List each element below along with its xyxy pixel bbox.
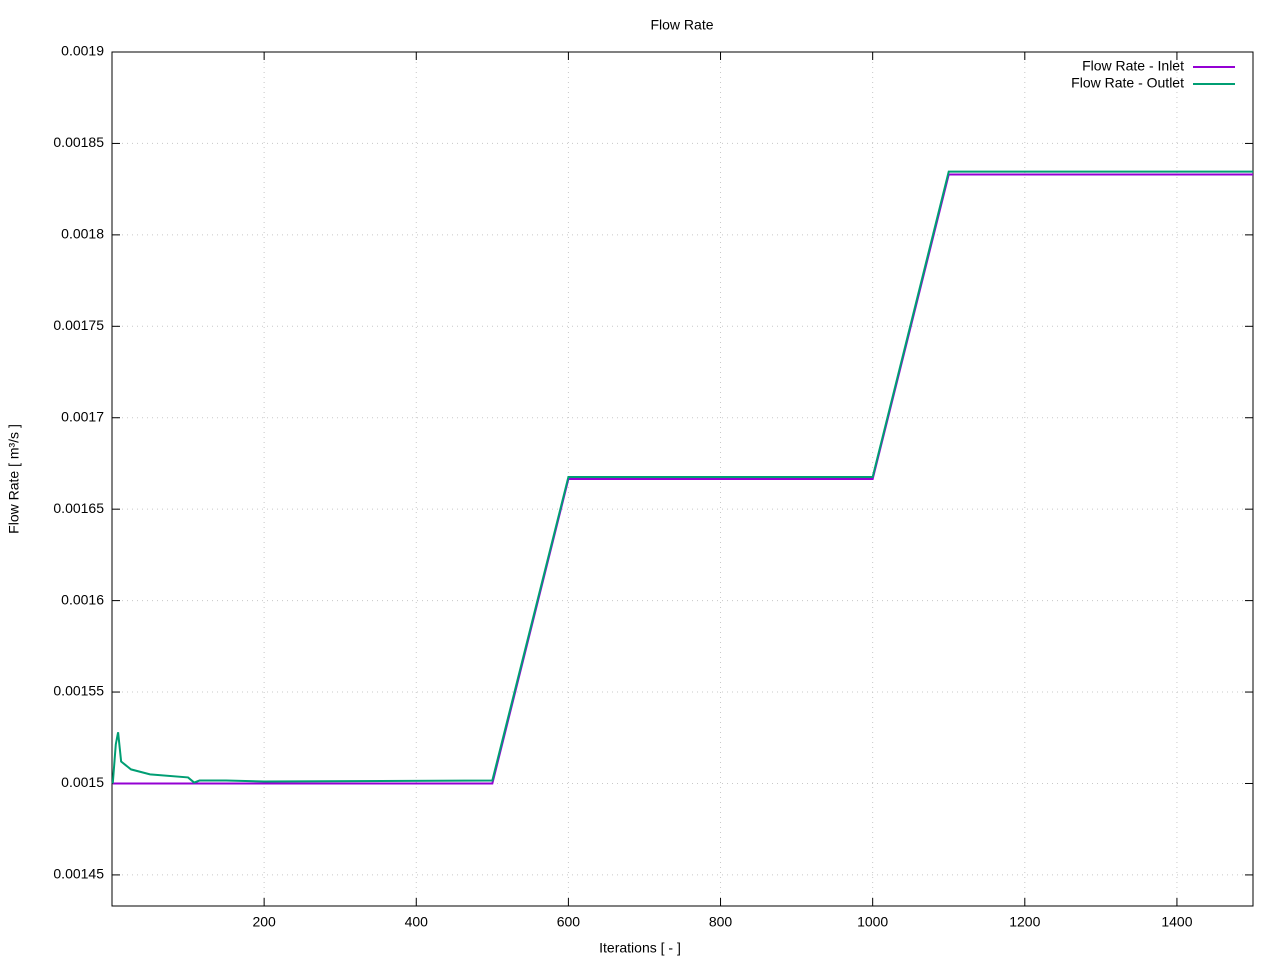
y-tick-label: 0.00155: [53, 683, 104, 699]
x-axis-label: Iterations [ - ]: [599, 940, 681, 956]
x-tick-label: 600: [557, 914, 581, 930]
y-tick-label: 0.0018: [61, 226, 104, 242]
x-tick-label: 1400: [1161, 914, 1192, 930]
chart-title: Flow Rate: [650, 17, 713, 33]
y-tick-label: 0.00185: [53, 134, 104, 150]
data-line: [112, 173, 1253, 785]
legend-label: Flow Rate - Outlet: [1071, 75, 1184, 91]
x-tick-label: 800: [709, 914, 733, 930]
y-tick-label: 0.00145: [53, 866, 104, 882]
plot-frame: [111, 51, 1254, 907]
legend-label: Flow Rate - Inlet: [1082, 58, 1184, 74]
x-tick-label: 1200: [1009, 914, 1040, 930]
y-tick-label: 0.00175: [53, 317, 104, 333]
y-tick-label: 0.0016: [61, 591, 104, 607]
x-tick-label: 400: [405, 914, 429, 930]
y-tick-label: 0.0017: [61, 408, 104, 424]
y-axis-label: Flow Rate [ m³/s ]: [6, 424, 22, 534]
x-tick-label: 1000: [857, 914, 888, 930]
x-tick-label: 200: [252, 914, 276, 930]
y-tick-label: 0.0015: [61, 774, 104, 790]
y-tick-label: 0.00165: [53, 500, 104, 516]
y-tick-label: 0.0019: [61, 43, 104, 59]
data-line: [111, 170, 1253, 784]
